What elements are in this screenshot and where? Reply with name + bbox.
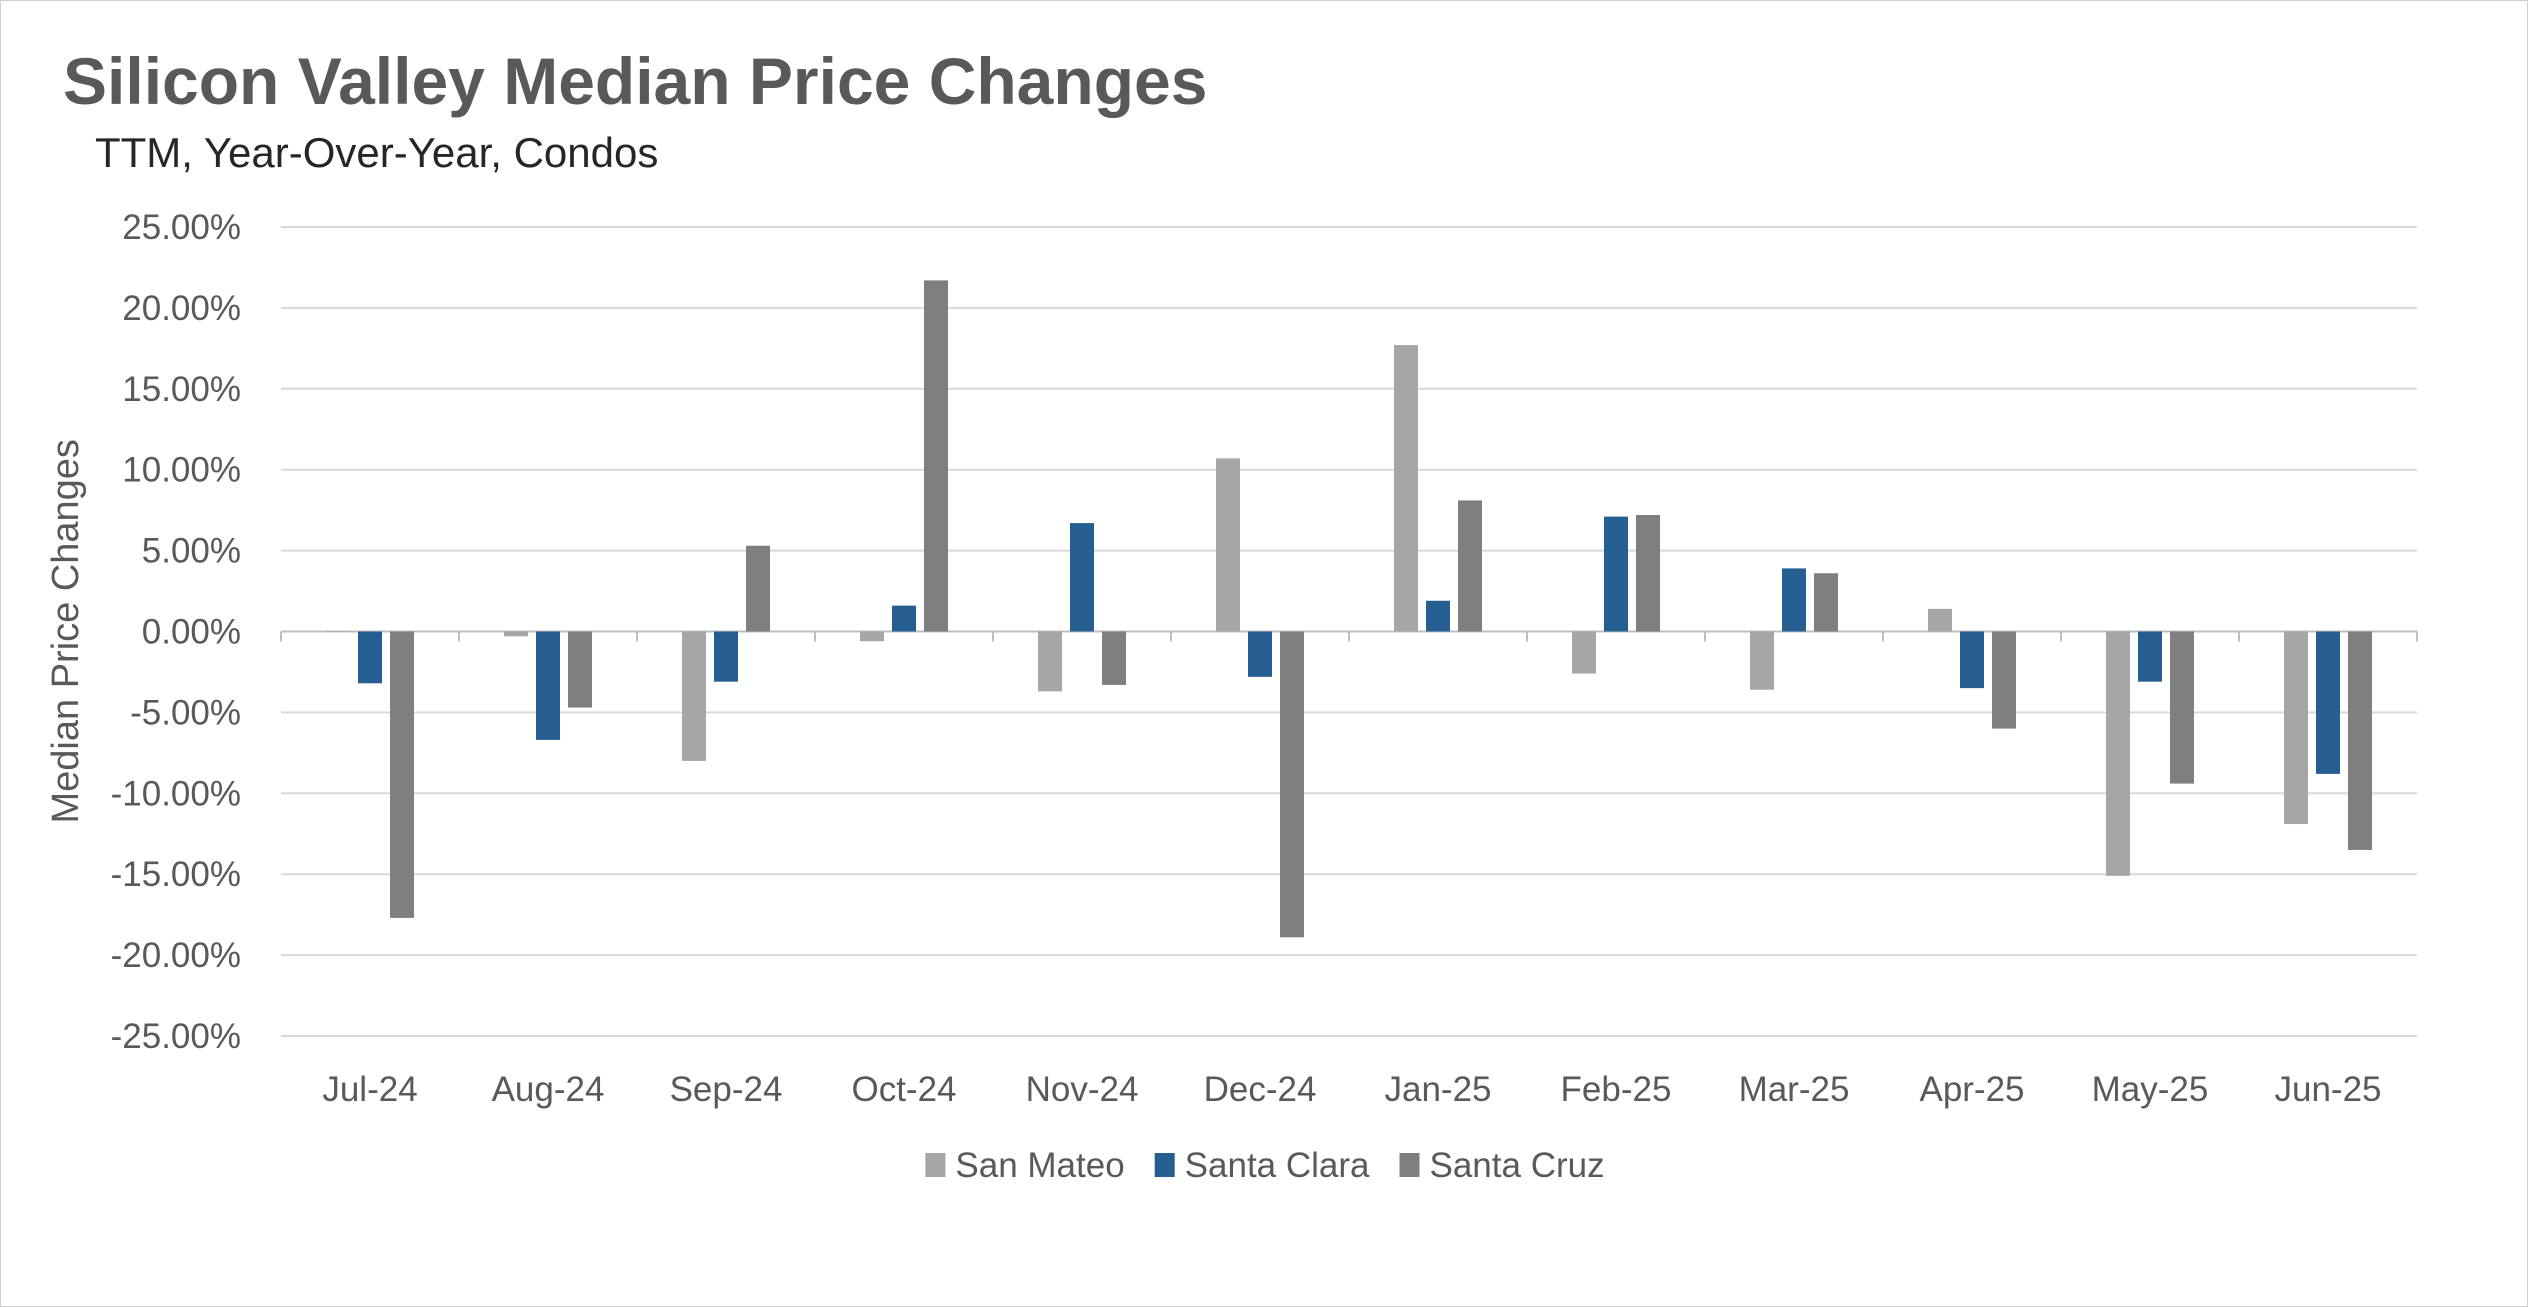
legend-label: Santa Clara [1185, 1146, 1370, 1185]
bar-san-mateo [1928, 608, 1952, 632]
legend-swatch [1399, 1153, 1420, 1177]
legend-label: Santa Cruz [1430, 1146, 1605, 1185]
y-tick-label: 10.00% [122, 451, 241, 490]
bar-santa-cruz [1636, 515, 1660, 632]
y-tick-label: -5.00% [130, 693, 241, 732]
legend-label: San Mateo [955, 1146, 1124, 1185]
y-tick-label: 0.00% [142, 613, 241, 652]
x-tick-label: Aug-24 [492, 1070, 605, 1109]
x-tick-label: Jul-24 [322, 1070, 417, 1109]
bar-santa-clara [2138, 631, 2162, 682]
bar-santa-cruz [1458, 500, 1482, 632]
x-tick-label: Nov-24 [1026, 1070, 1139, 1109]
x-tick-label: Dec-24 [1204, 1070, 1317, 1109]
bar-santa-clara [892, 605, 916, 632]
bar-santa-clara [1960, 631, 1984, 689]
bar-san-mateo [1038, 631, 1062, 692]
bar-santa-clara [1248, 631, 1272, 677]
bar-santa-cruz [1814, 573, 1838, 632]
bar-san-mateo [860, 631, 884, 642]
bar-santa-clara [358, 631, 382, 684]
bar-san-mateo [1572, 631, 1596, 674]
y-tick-label: -15.00% [111, 855, 241, 894]
bar-santa-cruz [568, 631, 592, 708]
chart-title: Silicon Valley Median Price Changes [63, 44, 1208, 118]
bar-san-mateo [1216, 458, 1240, 632]
y-tick-label: -10.00% [111, 774, 241, 813]
bar-san-mateo [504, 631, 528, 637]
bar-santa-clara [714, 631, 738, 682]
bar-santa-cruz [2170, 631, 2194, 784]
bar-san-mateo [2284, 631, 2308, 825]
bar-santa-clara [1782, 568, 1806, 632]
bar-santa-cruz [1992, 631, 2016, 729]
bar-santa-clara [2316, 631, 2340, 774]
x-tick-label: Mar-25 [1739, 1070, 1850, 1109]
bar-santa-cruz [1102, 631, 1126, 685]
y-tick-label: 25.00% [122, 208, 241, 247]
x-tick-label: Jan-25 [1384, 1070, 1491, 1109]
bar-san-mateo [682, 631, 706, 761]
bar-san-mateo [2106, 631, 2130, 876]
legend-swatch [1154, 1153, 1175, 1177]
y-tick-label: -25.00% [111, 1017, 241, 1056]
y-tick-label: -20.00% [111, 936, 241, 975]
bar-santa-clara [1604, 516, 1628, 632]
bar-santa-clara [1070, 523, 1094, 632]
x-tick-label: May-25 [2092, 1070, 2209, 1109]
x-tick-label: Oct-24 [851, 1070, 956, 1109]
y-tick-label: 5.00% [142, 532, 241, 571]
bar-santa-cruz [1280, 631, 1304, 938]
y-tick-label: 20.00% [122, 289, 241, 328]
bar-santa-cruz [390, 631, 414, 918]
bar-santa-cruz [924, 280, 948, 632]
x-tick-label: Jun-25 [2274, 1070, 2381, 1109]
bar-santa-clara [1426, 600, 1450, 632]
bar-san-mateo [1394, 345, 1418, 632]
bar-san-mateo [326, 631, 350, 632]
x-tick-label: Apr-25 [1919, 1070, 2024, 1109]
y-tick-label: 15.00% [122, 370, 241, 409]
bar-santa-cruz [2348, 631, 2372, 850]
legend-swatch [925, 1153, 946, 1177]
bar-santa-clara [536, 631, 560, 740]
x-tick-label: Feb-25 [1561, 1070, 1672, 1109]
chart-subtitle: TTM, Year-Over-Year, Condos [95, 129, 659, 176]
bar-santa-cruz [746, 545, 770, 632]
x-tick-label: Sep-24 [670, 1070, 783, 1109]
bar-san-mateo [1750, 631, 1774, 690]
